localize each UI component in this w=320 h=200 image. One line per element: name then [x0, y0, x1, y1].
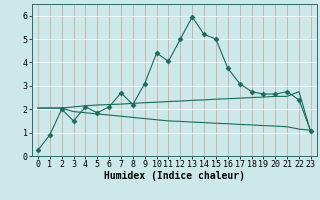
X-axis label: Humidex (Indice chaleur): Humidex (Indice chaleur) [104, 171, 245, 181]
